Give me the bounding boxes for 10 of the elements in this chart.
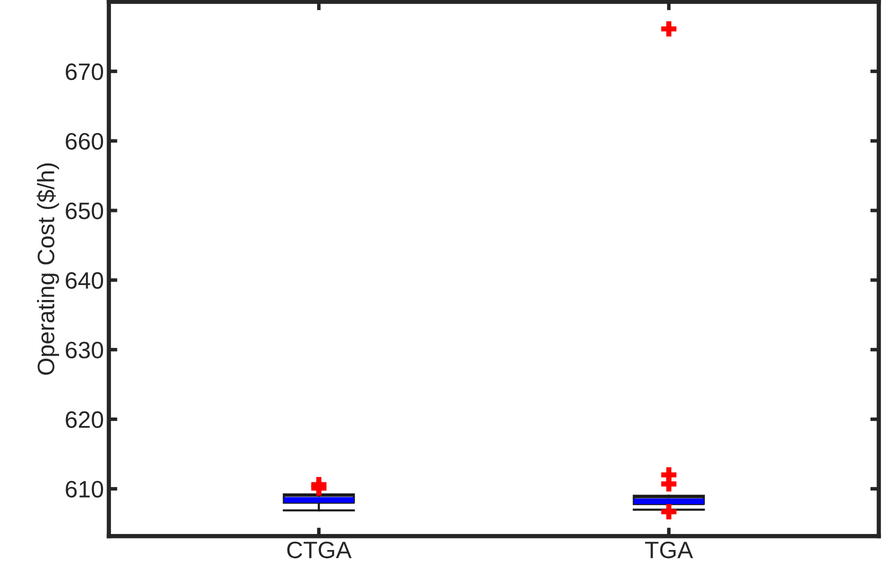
x-tick-label: TGA <box>645 542 694 558</box>
y-tick-label: 610 <box>66 480 104 498</box>
y-tick-label: 640 <box>66 272 104 289</box>
y-axis-title: Operating Cost ($/h) <box>36 163 60 375</box>
x-tick-label: CTGA <box>287 542 352 558</box>
y-tick-label: 620 <box>66 411 104 428</box>
y-tick-label: 660 <box>66 132 104 150</box>
y-tick-label: 630 <box>66 342 104 358</box>
y-tick-label: 670 <box>66 63 104 80</box>
y-tick-label: 650 <box>66 202 104 220</box>
